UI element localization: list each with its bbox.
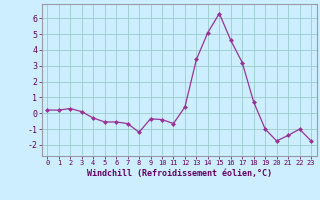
X-axis label: Windchill (Refroidissement éolien,°C): Windchill (Refroidissement éolien,°C) (87, 169, 272, 178)
